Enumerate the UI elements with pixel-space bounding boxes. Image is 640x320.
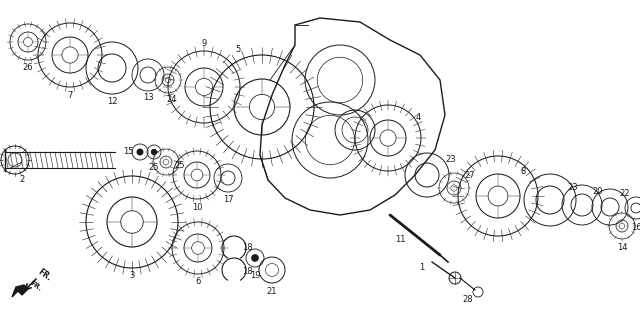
- Text: 22: 22: [620, 189, 630, 198]
- Text: 18: 18: [242, 268, 252, 276]
- Text: 13: 13: [143, 93, 154, 102]
- Text: 17: 17: [223, 196, 234, 204]
- Text: 14: 14: [617, 243, 627, 252]
- Text: 24: 24: [167, 95, 177, 105]
- Circle shape: [152, 149, 156, 155]
- Text: 26: 26: [22, 63, 33, 73]
- Circle shape: [137, 149, 143, 155]
- Text: 18: 18: [242, 244, 252, 252]
- Text: 23: 23: [445, 156, 456, 164]
- Text: 9: 9: [202, 39, 207, 49]
- Text: 3: 3: [129, 271, 134, 281]
- Text: 16: 16: [630, 222, 640, 231]
- Text: 7: 7: [67, 91, 73, 100]
- Text: FR.: FR.: [29, 280, 43, 292]
- Text: 4: 4: [415, 114, 420, 123]
- Text: 8: 8: [520, 167, 525, 177]
- Text: 23: 23: [568, 182, 579, 191]
- Text: 10: 10: [192, 203, 202, 212]
- Text: 21: 21: [267, 286, 277, 295]
- Circle shape: [252, 255, 258, 261]
- Text: 15: 15: [123, 148, 133, 156]
- Polygon shape: [12, 285, 28, 297]
- Text: 6: 6: [195, 276, 201, 285]
- Text: 19: 19: [250, 270, 260, 279]
- Text: FR.: FR.: [36, 267, 52, 283]
- Text: 28: 28: [463, 295, 474, 305]
- Text: 20: 20: [593, 188, 604, 196]
- Text: 12: 12: [107, 98, 117, 107]
- Text: 1: 1: [419, 263, 424, 273]
- Text: 11: 11: [395, 236, 405, 244]
- Text: 27: 27: [465, 171, 476, 180]
- Text: 25: 25: [148, 163, 159, 172]
- Text: 2: 2: [19, 175, 24, 185]
- Text: 25: 25: [175, 161, 185, 170]
- Text: 5: 5: [236, 44, 241, 53]
